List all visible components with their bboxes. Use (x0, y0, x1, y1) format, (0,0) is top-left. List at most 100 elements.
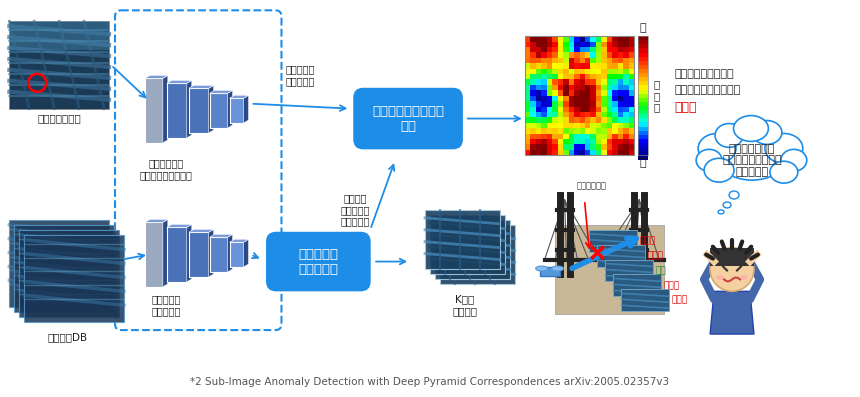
Bar (568, 134, 574, 139)
Bar (547, 96, 552, 101)
Text: 過検出: 過検出 (648, 251, 663, 260)
Bar (624, 106, 629, 112)
Bar (607, 150, 612, 155)
Bar (580, 106, 585, 112)
Bar (230, 98, 243, 123)
Polygon shape (163, 220, 168, 287)
Bar (536, 112, 541, 118)
Bar (624, 145, 629, 150)
Bar (612, 52, 617, 58)
Bar (612, 112, 617, 118)
Bar (617, 118, 624, 123)
Bar (580, 101, 585, 106)
Bar (541, 36, 547, 42)
Bar (541, 90, 547, 96)
Bar (536, 36, 541, 42)
Bar (525, 96, 530, 101)
Bar (601, 123, 607, 128)
Bar (624, 90, 629, 96)
Bar (580, 150, 585, 155)
Bar (580, 85, 585, 90)
Bar (568, 112, 574, 118)
Bar (613, 274, 661, 296)
Bar (574, 85, 580, 90)
Bar (585, 139, 591, 145)
Bar (638, 122, 648, 127)
Bar (541, 145, 547, 150)
Bar (574, 106, 580, 112)
Bar (525, 123, 530, 128)
Bar (617, 145, 624, 150)
Bar (580, 145, 585, 150)
Bar (596, 52, 601, 58)
Bar (591, 123, 596, 128)
Bar (612, 58, 617, 63)
Ellipse shape (781, 149, 807, 171)
Bar (574, 101, 580, 106)
Bar (547, 79, 552, 85)
Bar (601, 90, 607, 96)
Bar (591, 150, 596, 155)
Text: 過検出: 過検出 (639, 236, 655, 245)
Bar (617, 74, 624, 79)
Bar (585, 58, 591, 63)
Bar (536, 90, 541, 96)
Bar (580, 42, 585, 47)
Bar (210, 93, 228, 128)
Bar (530, 42, 536, 47)
Ellipse shape (734, 116, 768, 141)
Bar (612, 36, 617, 42)
Bar (530, 58, 536, 63)
Bar (629, 145, 635, 150)
Bar (596, 145, 601, 150)
Bar (557, 47, 563, 52)
Bar (580, 58, 585, 63)
Bar (629, 123, 635, 128)
Bar (624, 74, 629, 79)
Bar (525, 139, 530, 145)
Bar (574, 134, 580, 139)
Bar (552, 52, 557, 58)
Bar (580, 134, 585, 139)
Bar (568, 118, 574, 123)
Bar (563, 139, 568, 145)
Bar (541, 74, 547, 79)
Bar (601, 106, 607, 112)
Bar (612, 150, 617, 155)
Bar (15, 225, 114, 312)
Bar (585, 123, 591, 128)
Bar (568, 150, 574, 155)
Bar (585, 145, 591, 150)
Bar (525, 36, 530, 42)
Bar (530, 139, 536, 145)
Bar (629, 58, 635, 63)
FancyBboxPatch shape (353, 88, 463, 149)
Bar (574, 63, 580, 69)
Bar (541, 150, 547, 155)
Bar (530, 90, 536, 96)
Bar (629, 69, 635, 74)
Text: 近い特徴の
画像を検索: 近い特徴の 画像を検索 (298, 248, 338, 276)
Bar (552, 90, 557, 96)
Polygon shape (145, 220, 168, 222)
Bar (574, 58, 580, 63)
Bar (547, 139, 552, 145)
Bar (552, 69, 557, 74)
Bar (607, 63, 612, 69)
Bar (552, 63, 557, 69)
Bar (536, 63, 541, 69)
Bar (557, 128, 563, 134)
Bar (607, 42, 612, 47)
Bar (557, 106, 563, 112)
Bar (552, 58, 557, 63)
Bar (541, 58, 547, 63)
Ellipse shape (765, 133, 802, 163)
Polygon shape (163, 75, 168, 143)
Bar (607, 128, 612, 134)
Bar (629, 36, 635, 42)
Text: 過検出: 過検出 (674, 101, 697, 114)
Bar (563, 118, 568, 123)
Bar (612, 63, 617, 69)
Bar (547, 74, 552, 79)
Bar (638, 57, 648, 61)
